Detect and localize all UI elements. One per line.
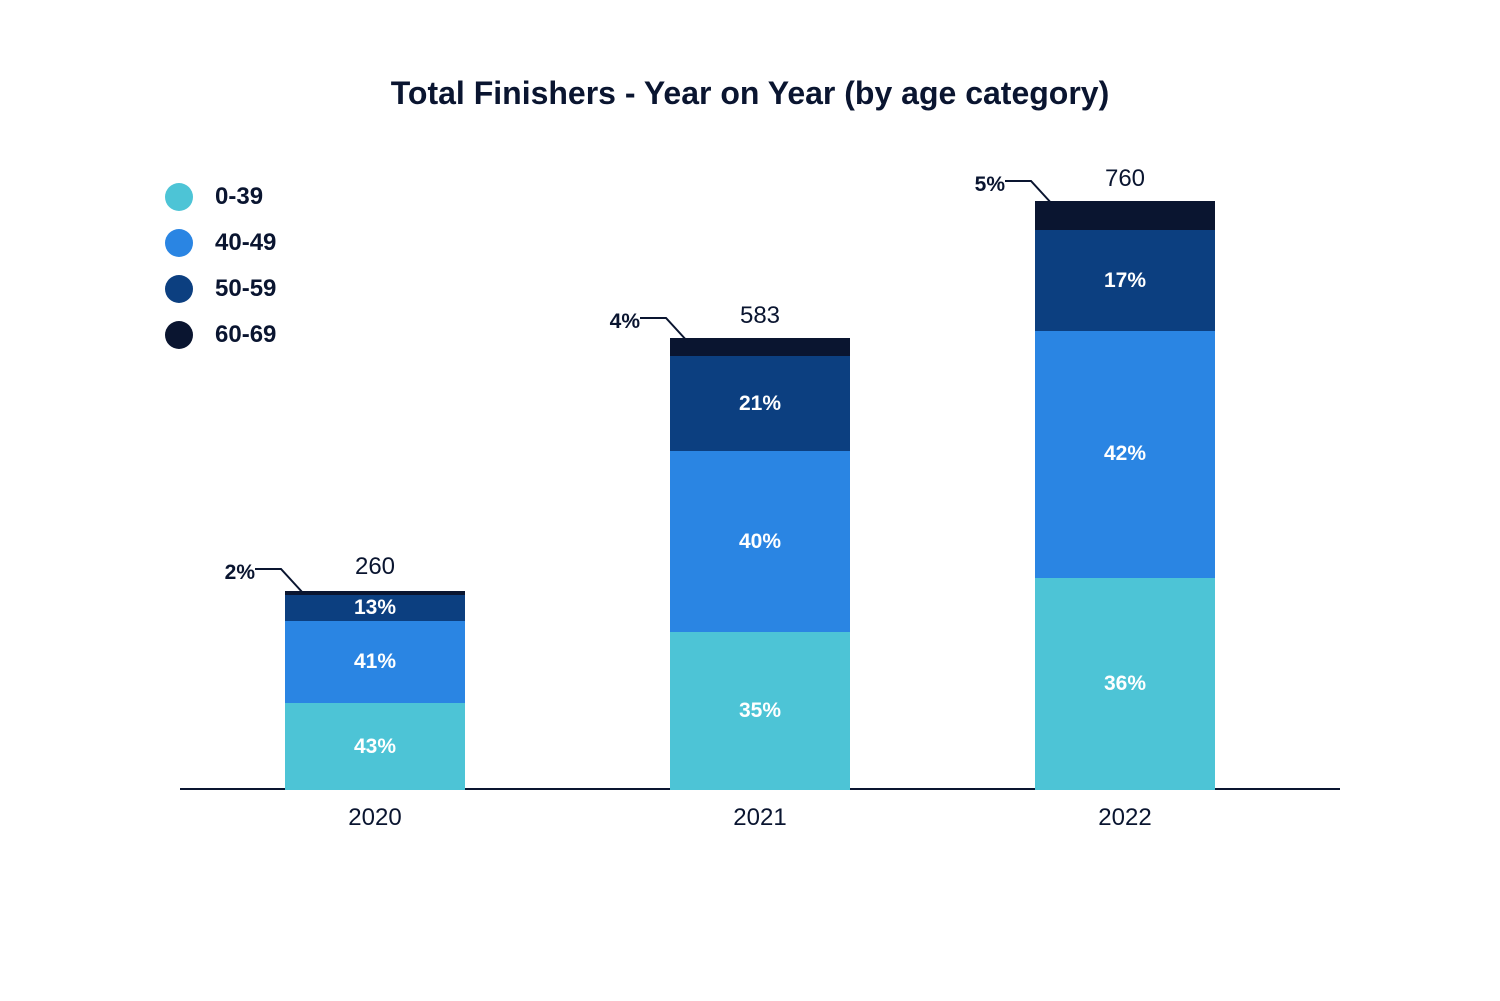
plot-area: 26043%41%13%2%202058335%40%21%4%20217603… <box>180 170 1340 790</box>
bar-segment: 35% <box>670 632 850 790</box>
callout-leader-icon <box>638 312 698 352</box>
segment-callout-label: 4% <box>580 310 640 334</box>
bar-segment: 17% <box>1035 230 1215 330</box>
bar-stack: 36% 42% 17% <box>1035 201 1215 790</box>
segment-callout-label: 2% <box>195 561 255 585</box>
bar-segment: 43% <box>285 703 465 790</box>
segment-percent-label: 21% <box>670 392 850 416</box>
x-axis-label: 2020 <box>315 804 435 832</box>
bar-stack: 35% 40% 21% <box>670 338 850 790</box>
segment-percent-label: 36% <box>1035 672 1215 696</box>
bar-group: 76036%42%17%5% <box>1035 201 1215 790</box>
segment-callout-label: 5% <box>945 173 1005 197</box>
bar-stack: 43%41%13% <box>285 589 465 791</box>
bar-segment: 41% <box>285 621 465 704</box>
segment-percent-label: 41% <box>285 650 465 674</box>
segment-percent-label: 43% <box>285 735 465 759</box>
segment-percent-label: 42% <box>1035 442 1215 466</box>
callout-leader-icon <box>253 563 313 603</box>
bar-group: 26043%41%13%2% <box>285 589 465 791</box>
bar-segment: 21% <box>670 356 850 451</box>
segment-percent-label: 35% <box>670 699 850 723</box>
bar-segment: 42% <box>1035 331 1215 578</box>
x-axis-label: 2021 <box>700 804 820 832</box>
chart-title: Total Finishers - Year on Year (by age c… <box>0 75 1500 112</box>
bar-group: 58335%40%21%4% <box>670 338 850 790</box>
bar-segment: 36% <box>1035 578 1215 790</box>
segment-percent-label: 40% <box>670 530 850 554</box>
callout-leader-icon <box>1003 175 1063 215</box>
segment-percent-label: 17% <box>1035 269 1215 293</box>
chart-canvas: Total Finishers - Year on Year (by age c… <box>0 0 1500 1001</box>
x-axis-label: 2022 <box>1065 804 1185 832</box>
bar-segment: 40% <box>670 451 850 632</box>
